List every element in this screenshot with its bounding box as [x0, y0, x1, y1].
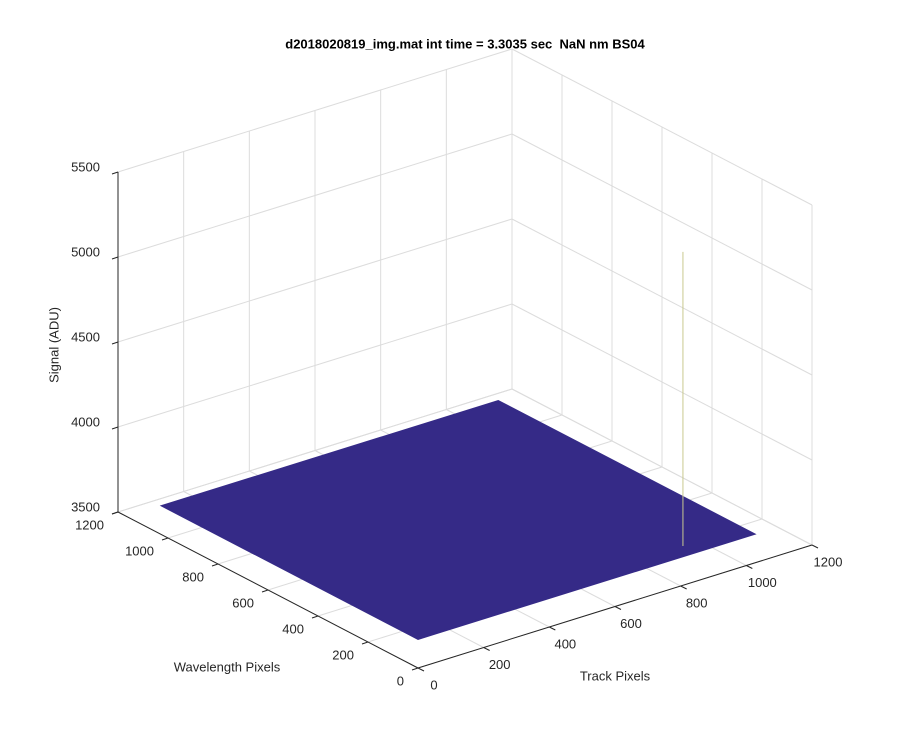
grid-line	[117, 388, 513, 513]
y-tick	[311, 615, 319, 619]
z-tick-label: 4000	[71, 414, 100, 429]
z-tick-label: 4500	[71, 329, 100, 344]
x-tick-label: 200	[489, 657, 511, 672]
x-tick	[680, 585, 687, 590]
x-tick-label: 1000	[748, 575, 777, 590]
x-tick-label: 600	[620, 616, 642, 631]
y-axis-label: Wavelength Pixels	[174, 659, 281, 674]
y-tick	[161, 537, 169, 541]
y-tick	[211, 563, 219, 567]
x-tick-label: 400	[554, 636, 576, 651]
z-tick-label: 5500	[71, 159, 100, 174]
z-tick	[111, 341, 119, 345]
surface	[159, 399, 757, 640]
grid-line	[511, 133, 813, 291]
grid-line	[117, 48, 513, 173]
x-tick	[746, 565, 753, 569]
x-tick	[483, 647, 490, 651]
x-tick-label: 1200	[814, 554, 843, 569]
y-tick-label: 200	[332, 647, 354, 662]
y-tick-label: 1200	[75, 517, 104, 532]
z-tick	[111, 511, 119, 515]
z-tick-label: 3500	[71, 499, 100, 514]
grid-line	[511, 218, 813, 376]
x-tick	[417, 667, 425, 672]
y-tick-label: 1000	[125, 543, 154, 558]
grid-line	[117, 218, 513, 343]
y-tick	[261, 589, 269, 593]
grid-line	[511, 48, 813, 206]
grid-line	[117, 303, 513, 428]
y-tick	[361, 641, 369, 645]
grid-line	[511, 303, 813, 461]
x-tick	[614, 606, 622, 610]
x-tick	[811, 544, 819, 549]
z-tick	[111, 171, 119, 175]
grid-line	[511, 388, 813, 546]
y-tick-label: 400	[282, 621, 304, 636]
x-tick-label: 0	[430, 677, 437, 692]
x-tick	[549, 626, 556, 631]
x-tick-label: 800	[686, 595, 708, 610]
y-tick	[411, 667, 419, 671]
x-axis-label: Track Pixels	[580, 668, 651, 683]
z-tick	[111, 426, 119, 430]
grid-line	[117, 133, 513, 258]
y-tick-label: 800	[182, 569, 204, 584]
chart-title: d2018020819_img.mat int time = 3.3035 se…	[285, 36, 645, 51]
z-axis-label: Signal (ADU)	[46, 307, 61, 383]
z-tick	[111, 256, 119, 260]
y-tick-label: 600	[232, 595, 254, 610]
y-tick-label: 0	[397, 673, 404, 688]
z-tick-label: 5000	[71, 244, 100, 259]
